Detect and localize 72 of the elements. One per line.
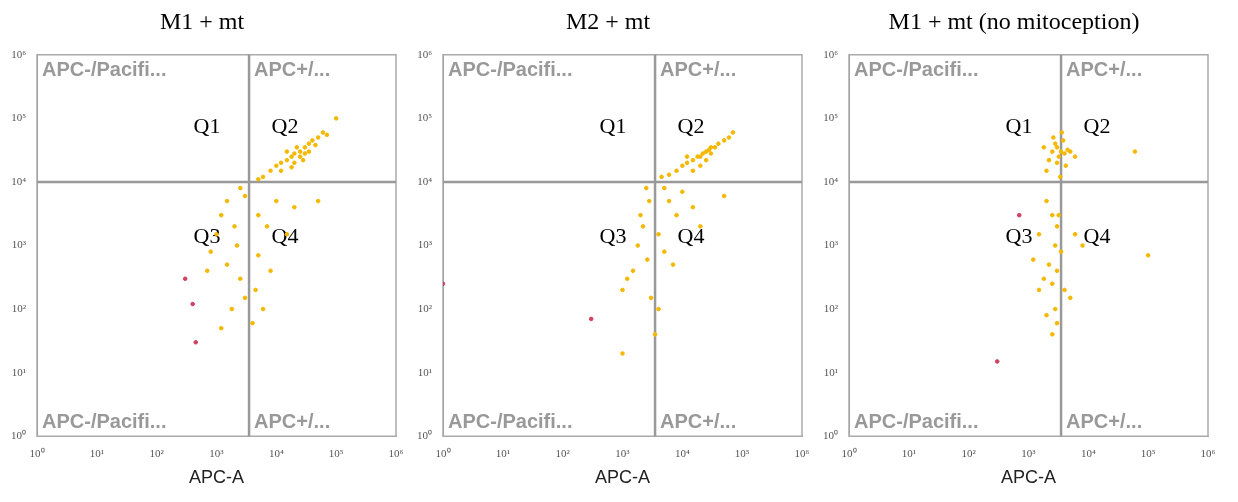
x-tick-label: 10² (149, 446, 165, 459)
annotation: Q1 (599, 112, 627, 138)
annotation: Q3 (599, 222, 627, 248)
x-tick-label: 10⁶ (794, 446, 810, 459)
x-tick-label: 10¹ (89, 446, 104, 459)
y-tick-label: 10⁵ (823, 111, 839, 124)
annotation: Q4 (271, 222, 299, 248)
x-tick-label: 10¹ (495, 446, 510, 459)
y-tick-label: 10³ (11, 238, 27, 251)
y-tick-label: 10⁶ (823, 47, 839, 60)
x-tick-label: 10⁴ (1080, 446, 1096, 459)
annotation: APC-/Pacifi... (42, 58, 167, 81)
x-axis-title: APC-A (188, 467, 245, 488)
y-tick-label: 10⁰ (11, 429, 26, 442)
annotation: APC+/... (254, 58, 331, 81)
y-tick-label: 10⁰ (417, 429, 432, 442)
y-tick-label: 10⁰ (823, 429, 838, 442)
y-tick-label: 10² (417, 301, 433, 314)
annotation: APC+/... (660, 409, 737, 432)
y-tick-label: 10⁴ (823, 174, 839, 187)
x-tick-label: 10⁰ (841, 446, 857, 459)
y-tick-label: 10⁵ (417, 111, 433, 124)
x-tick-label: 10⁵ (1140, 446, 1156, 459)
annotation: APC+/... (1066, 58, 1143, 81)
x-tick-label: 10⁴ (674, 446, 690, 459)
x-tick-label: 10¹ (901, 446, 916, 459)
y-tick-label: 10⁶ (11, 47, 27, 60)
x-tick-label: 10³ (1021, 446, 1037, 459)
annotation: APC-/Pacifi... (448, 409, 573, 432)
x-tick-label: 10⁶ (1200, 446, 1216, 459)
x-axis-title: APC-A (1000, 467, 1057, 488)
annotation: APC-/Pacifi... (42, 409, 167, 432)
annotation: APC+/... (660, 58, 737, 81)
x-tick-label: 10³ (615, 446, 631, 459)
chart-title: M2 + mt (565, 7, 651, 34)
x-tick-label: 10² (961, 446, 977, 459)
annotation: Q2 (677, 112, 705, 138)
annotation: Q1 (1005, 112, 1033, 138)
annotation: Q1 (193, 112, 221, 138)
x-tick-label: 10⁵ (734, 446, 750, 459)
annotation: Q2 (1083, 112, 1111, 138)
x-tick-label: 10⁰ (29, 446, 45, 459)
y-tick-label: 10² (823, 301, 839, 314)
y-tick-label: 10⁴ (417, 174, 433, 187)
y-tick-label: 10¹ (417, 365, 432, 378)
annotation: Q3 (1005, 222, 1033, 248)
y-tick-label: 10³ (823, 238, 839, 251)
x-axis-title: APC-A (594, 467, 651, 488)
annotation: Q4 (677, 222, 705, 248)
annotation: APC+/... (254, 409, 331, 432)
y-tick-label: 10⁶ (417, 47, 433, 60)
y-tick-label: 10¹ (823, 365, 838, 378)
annotation: APC-/Pacifi... (448, 58, 573, 81)
chart-title: M1 + mt (no mitoception) (888, 7, 1140, 34)
x-tick-label: 10² (555, 446, 571, 459)
x-tick-label: 10⁰ (435, 446, 451, 459)
annotation: Q2 (271, 112, 299, 138)
y-tick-label: 10¹ (11, 365, 26, 378)
y-tick-label: 10² (11, 301, 27, 314)
annotation: Q3 (193, 222, 221, 248)
y-tick-label: 10³ (417, 238, 433, 251)
annotation: Q4 (1083, 222, 1111, 248)
x-tick-label: 10⁵ (328, 446, 344, 459)
chart-title: M1 + mt (159, 7, 245, 34)
y-tick-label: 10⁴ (11, 174, 27, 187)
x-tick-label: 10⁶ (388, 446, 404, 459)
x-tick-label: 10⁴ (268, 446, 284, 459)
x-tick-label: 10³ (209, 446, 225, 459)
y-tick-label: 10⁵ (11, 111, 27, 124)
annotation: APC-/Pacifi... (854, 58, 979, 81)
annotation: APC+/... (1066, 409, 1143, 432)
annotation: APC-/Pacifi... (854, 409, 979, 432)
